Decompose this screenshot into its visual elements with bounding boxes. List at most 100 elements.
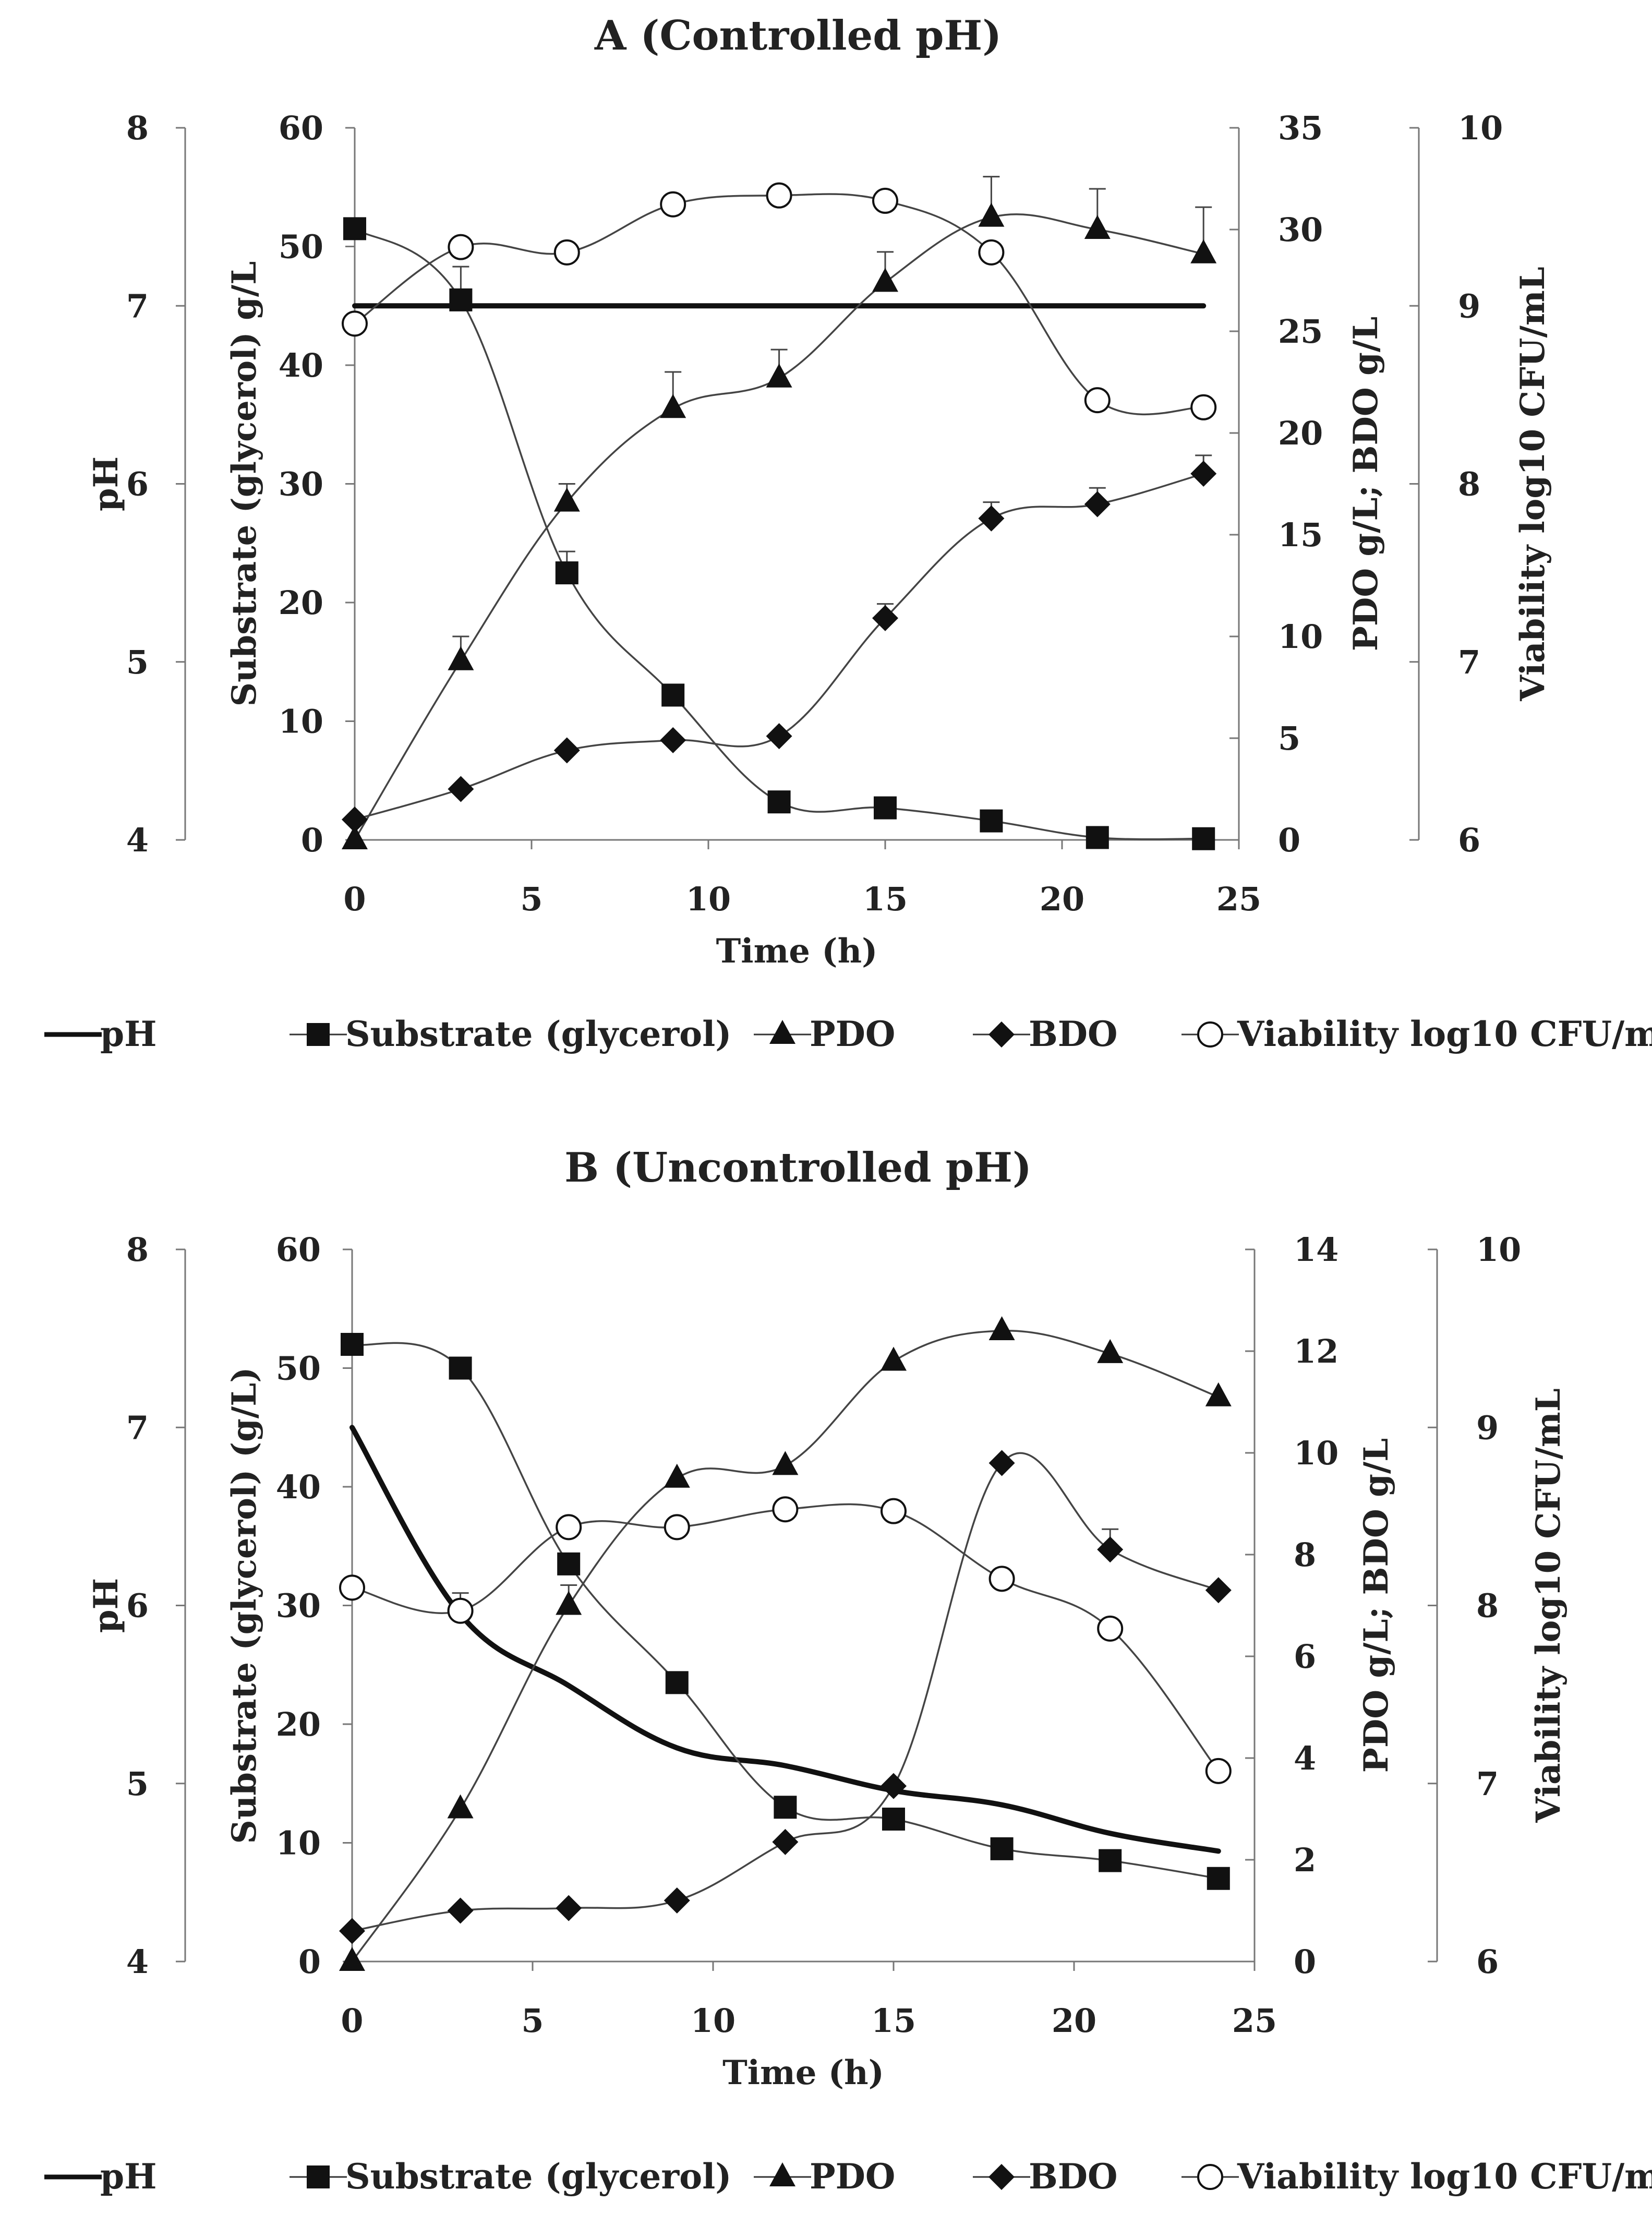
- panel-a-series-bdo-point: [553, 737, 580, 764]
- panel-b-legend-key-marker: [769, 2162, 795, 2186]
- panel-a-legend-label: Substrate (glycerol): [345, 1014, 732, 1054]
- panel-b-series-bdo-point: [772, 1828, 799, 1855]
- panel-b-legend-label: BDO: [1029, 2156, 1118, 2197]
- panel-b-product-tick-label: 2: [1294, 1841, 1316, 1879]
- panel-a-series-bdo-line: [354, 473, 1204, 821]
- panel-a-series-substrate-glycerol-point: [980, 809, 1003, 833]
- panel-a-product-tick-label: 25: [1278, 312, 1323, 351]
- panel-b-x-tick-label: 25: [1232, 2002, 1277, 2040]
- panel-a-legend-key-marker: [307, 1023, 330, 1046]
- panel-b-series-pdo-point: [447, 1794, 474, 1819]
- panel-b-series-viability-log10-cfu-ml-point: [988, 1566, 1015, 1592]
- panel-a-legend-item: BDO: [973, 1014, 1118, 1054]
- panel-b-series-viability-log10-cfu-ml: [339, 1496, 1232, 1784]
- panel-b-series-substrate-glycerol-point: [990, 1837, 1014, 1860]
- panel-b-legend-item: pH: [44, 2156, 157, 2197]
- panel-a-ph-tick-label: 6: [126, 465, 149, 503]
- panel-a-series-viability-log10-cfu-ml-point: [872, 187, 898, 214]
- panel-a-title: A (Controlled pH): [594, 12, 1002, 59]
- panel-b-substrate-tick-label: 50: [276, 1350, 321, 1388]
- panel-b-title: B (Uncontrolled pH): [564, 1144, 1032, 1192]
- panel-a-substrate-tick-label: 40: [279, 346, 323, 384]
- panel-a-series-bdo-point: [1084, 491, 1111, 518]
- panel-b-series-bdo-point: [988, 1450, 1015, 1476]
- panel-a-substrate-axis-label: Substrate (glycerol) g/L: [225, 261, 264, 706]
- panel-a-product-tick-label: 15: [1278, 516, 1323, 554]
- panel-b-series-substrate-glycerol-point: [665, 1671, 689, 1694]
- panel-b-series-bdo-point: [881, 1773, 907, 1799]
- panel-b-legend-item: BDO: [973, 2156, 1118, 2197]
- panel-b-series-viability-log10-cfu-ml-point: [1205, 1758, 1232, 1784]
- panel-a-substrate-tick-label: 10: [279, 703, 323, 741]
- panel-a-viability-tick-label: 8: [1458, 465, 1480, 503]
- panel-a-product-tick-label: 5: [1278, 719, 1300, 757]
- panel-b-product-tick-label: 0: [1294, 1943, 1316, 1981]
- panel-b-series-bdo-point: [1097, 1536, 1124, 1563]
- panel-a-substrate-tick-label: 0: [301, 821, 323, 859]
- panel-b-x-tick-label: 10: [691, 2002, 735, 2040]
- panel-a-viability-tick-label: 10: [1458, 109, 1503, 147]
- panel-b-series-pdo-point: [339, 1947, 365, 1971]
- panel-a-legend-label: BDO: [1029, 1014, 1118, 1054]
- panel-b-substrate-tick-label: 40: [276, 1468, 321, 1506]
- panel-a-series: [342, 176, 1217, 850]
- panel-a-ph-tick-label: 5: [126, 643, 149, 681]
- panel-b-series-pdo-point: [988, 1316, 1015, 1340]
- panel-a-series-substrate-glycerol-point: [661, 683, 685, 707]
- panel-a-series-pdo-point: [766, 363, 792, 388]
- panel-a-series-viability-log10-cfu-ml-point: [978, 239, 1005, 266]
- panel-b-series-bdo-point: [447, 1897, 474, 1924]
- panel-b-legend-key-marker: [307, 2165, 330, 2188]
- panel-a-legend-label: Viability log10 CFU/mL: [1237, 1014, 1652, 1054]
- panel-a-product-tick-label: 30: [1278, 211, 1323, 249]
- panel-a-x-tick-label: 5: [520, 880, 542, 918]
- panel-b-series-viability-log10-cfu-ml-point: [881, 1498, 907, 1524]
- panel-b-x-tick-label: 20: [1052, 2002, 1096, 2040]
- panel-b-series-bdo-line: [351, 1452, 1220, 1932]
- panel-a-viability-tick-label: 7: [1458, 643, 1480, 681]
- panel-a-series-pdo-point: [553, 487, 580, 512]
- panel-b-series-substrate-glycerol-point: [1099, 1849, 1122, 1872]
- panel-a-series-bdo-point: [872, 605, 898, 631]
- panel-a-legend-item: Viability log10 CFU/mL: [1181, 1014, 1652, 1054]
- panel-b-product-tick-label: 4: [1294, 1739, 1316, 1777]
- panel-b-legend-item: Viability log10 CFU/mL: [1181, 2156, 1652, 2197]
- panel-b-series-viability-log10-cfu-ml-point: [772, 1496, 799, 1523]
- panel-b-viability-tick-label: 6: [1476, 1943, 1499, 1981]
- panel-a-legend-item: Substrate (glycerol): [290, 1014, 732, 1054]
- panel-b-product-tick-label: 8: [1294, 1536, 1316, 1574]
- panel-a-series-pdo: [342, 176, 1217, 849]
- panel-a-x-tick-label: 15: [863, 880, 908, 918]
- panel-b-x-tick-label: 15: [871, 2002, 916, 2040]
- panel-b-ph-tick-label: 4: [126, 1943, 149, 1981]
- panel-b-substrate-axis-label: Substrate (glycerol) (g/L): [225, 1367, 264, 1844]
- panel-a-x-tick-label: 20: [1040, 880, 1084, 918]
- panel-a-legend-key-marker: [988, 1021, 1015, 1048]
- panel-a-viability-axis-label: Viability log10 CFU/mL: [1513, 267, 1552, 701]
- panel-a-legend-item: pH: [44, 1014, 157, 1054]
- panel-b-series-viability-log10-cfu-ml-point: [339, 1574, 365, 1601]
- panel-b-series-substrate-glycerol-point: [557, 1552, 581, 1575]
- panel-b-ph-axis-label: pH: [87, 1578, 126, 1633]
- panel-b-series-viability-log10-cfu-ml-point: [1097, 1615, 1124, 1642]
- panel-b-viability-tick-label: 10: [1476, 1231, 1521, 1269]
- panel-b-product-axis-label: PDO g/L; BDO g/L: [1357, 1438, 1396, 1773]
- panel-a-series-pdo-line: [354, 213, 1204, 841]
- panel-b-series-substrate-glycerol-point: [449, 1356, 472, 1380]
- panel-b-product-tick-label: 12: [1294, 1332, 1339, 1370]
- panel-a-x-tick-label: 0: [343, 880, 366, 918]
- panel-a-series-viability-log10-cfu-ml-point: [448, 234, 474, 260]
- panel-a-series-pdo-point: [1190, 239, 1217, 263]
- panel-a-ph-tick-label: 4: [126, 821, 149, 859]
- panel-b-substrate-tick-label: 60: [276, 1231, 321, 1269]
- panel-b-series-pdo-point: [664, 1463, 690, 1488]
- panel-a-product-axis-label: PDO g/L; BDO g/L: [1346, 317, 1385, 651]
- panel-b-ph-tick-label: 6: [126, 1587, 149, 1625]
- panel-a-legend-item: PDO: [754, 1014, 895, 1054]
- panel-a-series-bdo-point: [342, 807, 368, 833]
- panel-a-series-viability-log10-cfu-ml-point: [342, 310, 368, 337]
- panel-b-series-substrate-glycerol: [341, 1333, 1230, 1890]
